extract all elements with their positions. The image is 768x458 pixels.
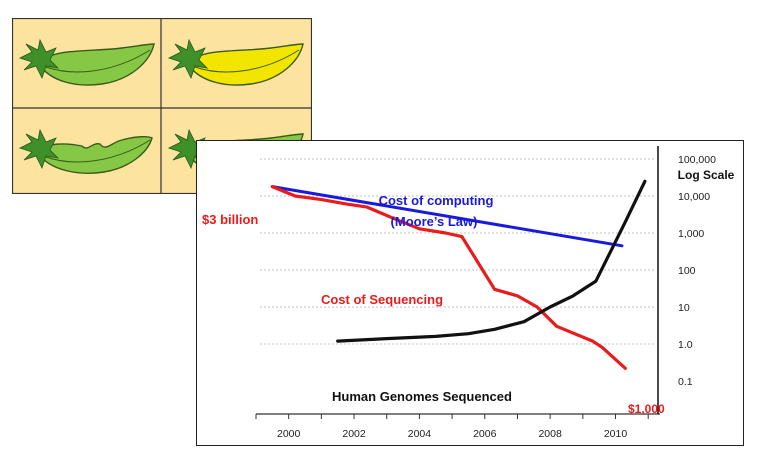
smooth-green-pod [18, 38, 155, 86]
y-tick-label: 100,000 [678, 154, 716, 166]
moore-law-label-line-1: Cost of computing [379, 193, 494, 208]
y-tick-label: 10 [678, 302, 690, 314]
x-tick-label: 2008 [538, 428, 562, 440]
sequencing-cost-label: Cost of Sequencing [321, 292, 443, 307]
x-tick-label: 2004 [408, 428, 432, 440]
moore-law-line [270, 185, 624, 248]
y-tick-label: 100 [678, 265, 696, 277]
y-tick-label: 10,000 [678, 191, 710, 203]
x-tick-label: 2002 [342, 428, 366, 440]
sequencing-cost-line [270, 184, 627, 370]
genomes-sequenced-label: Human Genomes Sequenced [332, 389, 512, 404]
sequencing-cost-chart: 2000 2002 2004 2006 2008 2010 100,000 10,000 1,… [196, 140, 744, 446]
x-tick-label: 2006 [473, 428, 497, 440]
constricted-green-pod [18, 128, 153, 174]
three-billion-annotation: $3 billion [202, 212, 258, 227]
x-tick-label: 2000 [277, 428, 301, 440]
y-tick-label: 0.1 [678, 376, 693, 388]
chart-grid [260, 158, 656, 345]
one-thousand-annotation: $1,000 [628, 402, 665, 416]
moore-law-label-line-2: (Moore’s Law) [391, 214, 478, 229]
x-tick-label: 2010 [604, 428, 628, 440]
y-tick-label: 1,000 [678, 228, 704, 240]
y-axis-label: Log Scale [678, 168, 735, 182]
y-tick-label: 1.0 [678, 339, 693, 351]
genomes-sequenced-line [336, 179, 647, 343]
smooth-yellow-pod [167, 38, 304, 86]
